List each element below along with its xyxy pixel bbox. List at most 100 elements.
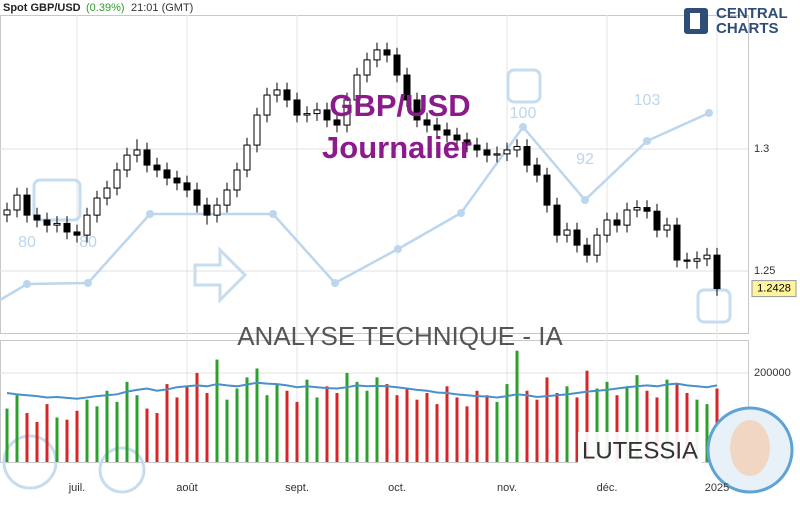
candle-body [213, 204, 221, 216]
volume-bar [215, 359, 219, 462]
candle-body [563, 229, 571, 236]
decor-icons [2, 68, 732, 494]
volume-bar [185, 386, 189, 462]
candle-body [453, 134, 461, 141]
candle-body [313, 109, 321, 115]
candle-body [463, 139, 471, 146]
volume-bar [685, 392, 689, 462]
volume-bar [175, 397, 179, 462]
volume-bar [415, 399, 419, 462]
volume-bar [285, 390, 289, 462]
volume-bar [575, 397, 579, 462]
volume-bar [255, 368, 259, 462]
watermark-title: GBP/USD [329, 88, 470, 123]
time: 21:01 (GMT) [131, 2, 193, 14]
candle-body [233, 169, 241, 191]
volume-bar [205, 392, 209, 462]
score-points [23, 109, 713, 288]
volume-bar [635, 375, 639, 462]
volume-panel [0, 340, 749, 463]
last-price: 1.2428 [757, 282, 791, 294]
watermark-subtitle: Journalier [322, 130, 472, 165]
candle-body [293, 99, 301, 116]
candle-body [703, 254, 711, 260]
symbol: Spot GBP/USD [3, 2, 81, 14]
volume-bar [345, 372, 349, 462]
candle-body [393, 54, 401, 76]
candle-body [173, 177, 181, 184]
candle-body [353, 74, 361, 101]
candle-body [83, 214, 91, 236]
candle-body [693, 258, 701, 262]
volume-bar [505, 384, 509, 462]
volume-bar [135, 395, 139, 462]
y-tick-label: 1.3 [754, 143, 769, 155]
volume-bar [335, 392, 339, 462]
candle-body [123, 154, 131, 171]
candle-body [423, 119, 431, 126]
watermark-banner: ANALYSE TECHNIQUE - IA [237, 321, 563, 351]
volume-bar [535, 399, 539, 462]
volume-bar [405, 388, 409, 462]
candle-body [13, 194, 21, 211]
volume-bar [305, 379, 309, 462]
candle-body [283, 89, 291, 101]
x-tick-label: déc. [597, 482, 618, 494]
volume-bar [595, 388, 599, 462]
volume-bar [435, 404, 439, 462]
candle-body [163, 169, 171, 179]
candle-body [483, 149, 491, 156]
volume-bar [65, 419, 69, 462]
candle-body [553, 204, 561, 236]
volume-bar [495, 401, 499, 462]
avatar-face [730, 420, 770, 476]
candle-body [413, 99, 421, 121]
score-line [0, 111, 710, 302]
candle-body [593, 234, 601, 256]
y-tick-label: 1.25 [754, 265, 775, 277]
candle-body [363, 59, 371, 76]
candle-body [583, 244, 591, 256]
candle-body [183, 182, 191, 191]
candle-body [543, 174, 551, 206]
candle-body [253, 114, 261, 146]
candle-body [333, 119, 341, 126]
volume-bar [485, 395, 489, 462]
volume-bar [85, 399, 89, 462]
volume-bar [355, 381, 359, 462]
candle-body [503, 149, 511, 155]
x-tick-label: sept. [285, 482, 309, 494]
volume-bar [705, 404, 709, 462]
candle-body [533, 164, 541, 176]
candle-body [673, 224, 681, 261]
candle-body [273, 89, 281, 96]
volume-bar [235, 388, 239, 462]
volume-bar [5, 408, 9, 462]
candle-body [473, 144, 481, 151]
logo-text: CENTRAL [716, 5, 788, 22]
x-tick-label: 2025 [705, 482, 729, 494]
volume-bar [655, 397, 659, 462]
x-tick-label: août [176, 482, 197, 494]
volume-bar [125, 381, 129, 462]
score: 80 [18, 234, 36, 251]
candle-body [63, 222, 71, 233]
score: 100 [510, 105, 537, 122]
candle-body [373, 49, 381, 61]
candle-body [3, 209, 11, 216]
volume-bar [615, 395, 619, 462]
volume-bar [545, 377, 549, 462]
candle-body [93, 197, 101, 216]
volume-bar [515, 350, 519, 462]
volume-bar [155, 413, 159, 462]
candle-body [103, 187, 111, 199]
volume-bar [645, 390, 649, 462]
volume-bar [275, 384, 279, 462]
candle-body [613, 219, 621, 226]
volume-bar [55, 417, 59, 462]
x-tick-label: nov. [497, 482, 517, 494]
candle-body [433, 124, 441, 131]
candle-body [383, 49, 391, 56]
x-tick-label: oct. [388, 482, 406, 494]
